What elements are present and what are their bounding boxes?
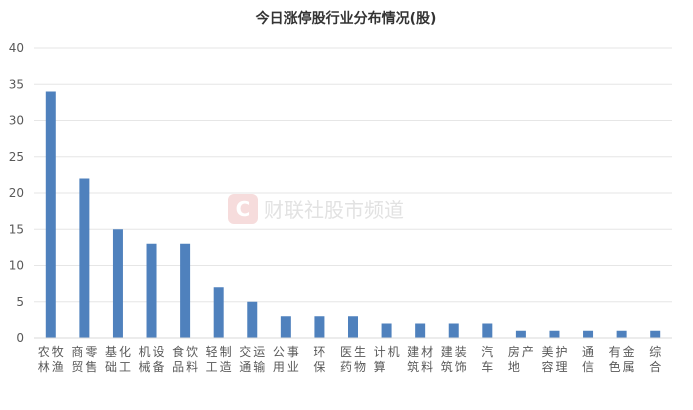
y-tick-label: 20 [9,186,24,200]
x-tick-label: 农林牧渔 [38,345,64,374]
y-tick-label: 40 [9,41,24,55]
bar [348,316,358,338]
bar [146,243,157,338]
y-tick-label: 15 [9,222,24,236]
x-tick-label: 计算机 [374,345,400,374]
grid-lines [34,47,672,303]
watermark-logo-glyph: C [236,197,251,221]
bar [112,229,123,338]
x-tick-label: 交通运输 [239,344,265,374]
x-tick-label: 建筑装饰 [441,345,467,374]
bar [180,243,191,338]
bar [448,323,459,338]
y-tick-label: 0 [16,331,24,345]
bar [515,330,526,338]
chart-title: 今日涨停股行业分布情况(股) [255,10,437,27]
x-tick-label: 基础化工 [105,345,131,374]
bar [381,323,392,338]
bar [45,91,56,338]
bars [45,91,661,338]
bar [280,316,291,338]
bar [650,330,661,338]
watermark-logo-icon [228,194,258,224]
x-tick-label: 汽车 [481,344,493,374]
watermark: C 财联社股市频道 [228,194,404,224]
x-tick-label: 轻工制造 [206,345,232,374]
x-tick-label: 建筑材料 [407,345,433,374]
x-tick-label: 通信 [582,345,594,374]
bar [247,301,258,338]
y-axis: 0 5 10 15 20 25 30 35 40 [9,41,24,345]
watermark-text: 财联社股市频道 [264,198,404,222]
y-tick-label: 10 [9,259,24,273]
x-tick-label: 综合 [649,345,661,374]
x-tick-label: 医药生物 [340,345,366,374]
bar [549,330,560,338]
y-tick-label: 30 [9,114,24,128]
bar [482,323,493,338]
x-axis-labels: 农林牧渔商贸零售基础化工机械设备食品饮料轻工制造交通运输公用事业环保医药生物计算… [38,344,661,374]
x-tick-label: 公用事业 [273,345,299,374]
y-tick-label: 35 [9,77,24,91]
bar [79,178,90,338]
x-tick-label: 美容护理 [541,345,567,374]
bar [415,323,426,338]
x-tick-label: 机械设备 [139,345,165,374]
y-tick-label: 25 [9,150,24,164]
bar [583,330,594,338]
x-tick-label: 食品饮料 [172,344,198,374]
bar [314,316,325,338]
x-tick-label: 房地产 [508,344,534,374]
y-tick-label: 5 [16,295,24,309]
x-tick-label: 有色金属 [609,344,635,374]
x-tick-label: 环保 [313,345,325,374]
bar [616,330,627,338]
bar [213,287,224,338]
x-tick-label: 商贸零售 [71,344,97,374]
